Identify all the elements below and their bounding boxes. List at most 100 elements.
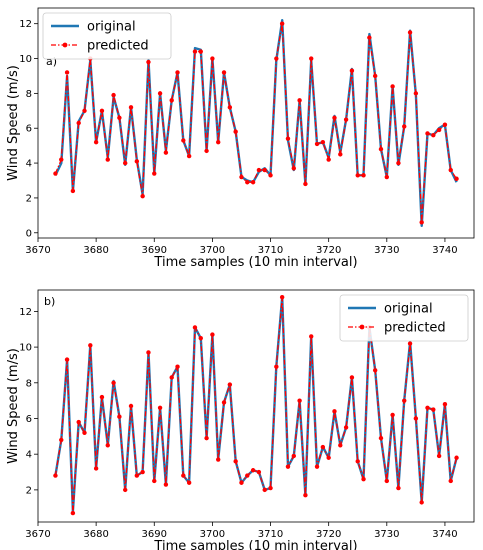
data-point-predicted xyxy=(274,56,279,61)
data-point-predicted xyxy=(390,412,395,418)
data-point-predicted xyxy=(128,105,134,110)
data-point-predicted xyxy=(442,402,448,407)
data-point-predicted xyxy=(88,343,93,348)
data-point-predicted xyxy=(384,478,389,484)
x-tick-label: 3700 xyxy=(200,245,225,256)
data-point-predicted xyxy=(297,398,302,403)
data-point-predicted xyxy=(297,98,302,103)
data-point-predicted xyxy=(233,129,238,134)
x-tick-label: 3740 xyxy=(432,245,457,256)
data-point-predicted xyxy=(425,131,430,136)
data-point-predicted xyxy=(303,181,308,187)
data-point-predicted xyxy=(279,294,285,300)
panel-label: b) xyxy=(44,295,55,308)
data-point-predicted xyxy=(152,171,157,176)
data-point-predicted xyxy=(256,469,262,475)
x-tick-label: 3730 xyxy=(374,245,399,256)
data-point-predicted xyxy=(343,117,349,122)
panel-a-chart: 3670 3680 3690 3700 3710 3720 3730 3740 0 2 4 6 8 10 1… xyxy=(6,7,475,270)
data-point-predicted xyxy=(123,160,128,166)
y-tick-label: 6 xyxy=(26,414,32,425)
data-point-predicted xyxy=(53,171,58,176)
data-point-predicted xyxy=(169,98,174,103)
data-point-predicted xyxy=(128,403,134,409)
data-point-predicted xyxy=(419,220,424,225)
data-point-predicted xyxy=(175,70,180,75)
data-point-predicted xyxy=(309,334,314,339)
data-point-predicted xyxy=(70,188,76,194)
data-point-predicted xyxy=(303,493,308,498)
data-point-predicted xyxy=(216,457,221,462)
data-point-predicted xyxy=(431,407,436,412)
x-tick-label: 3730 xyxy=(374,529,399,540)
data-point-predicted xyxy=(233,459,238,464)
y-tick-label: 2 xyxy=(26,193,32,204)
data-point-predicted xyxy=(454,176,459,181)
data-point-predicted xyxy=(425,405,430,410)
data-point-predicted xyxy=(361,173,366,178)
data-point-predicted xyxy=(163,482,169,487)
data-point-predicted xyxy=(355,459,360,464)
legend-label-original: original xyxy=(384,302,433,317)
legend-box xyxy=(339,294,469,342)
x-tick-label: 3700 xyxy=(200,529,225,540)
x-tick-label: 3690 xyxy=(142,529,167,540)
data-point-predicted xyxy=(390,84,395,89)
data-point-predicted xyxy=(175,364,180,369)
data-point-predicted xyxy=(250,468,256,473)
data-point-predicted xyxy=(186,480,192,485)
data-point-predicted xyxy=(146,350,151,355)
data-point-predicted xyxy=(262,487,267,493)
data-point-predicted xyxy=(332,409,337,414)
data-point-predicted xyxy=(59,437,64,443)
data-point-predicted xyxy=(378,435,384,441)
data-point-predicted xyxy=(82,430,87,435)
x-tick-label: 3740 xyxy=(432,529,457,540)
data-point-predicted xyxy=(396,485,401,491)
data-point-predicted xyxy=(309,56,314,61)
y-tick-label: 12 xyxy=(19,19,32,30)
legend-label-predicted: predicted xyxy=(384,321,446,336)
data-point-predicted xyxy=(372,73,378,79)
data-point-predicted xyxy=(402,398,407,403)
data-point-predicted xyxy=(343,425,349,430)
data-point-predicted xyxy=(210,56,215,61)
data-point-predicted xyxy=(268,485,273,491)
y-tick-label: 12 xyxy=(19,307,32,318)
data-point-predicted xyxy=(163,150,169,155)
series-line-predicted xyxy=(54,23,458,223)
x-tick-label: 3720 xyxy=(316,245,341,256)
data-point-predicted xyxy=(314,141,320,147)
data-point-predicted xyxy=(372,368,378,373)
data-point-predicted xyxy=(338,443,343,448)
data-point-predicted xyxy=(245,473,250,478)
data-point-predicted xyxy=(169,375,174,380)
data-point-predicted xyxy=(239,480,244,485)
data-point-predicted xyxy=(186,153,192,159)
y-tick-label: 4 xyxy=(26,450,32,461)
data-point-predicted xyxy=(117,115,122,120)
data-point-predicted xyxy=(436,453,442,459)
data-point-predicted xyxy=(198,49,203,54)
data-point-predicted xyxy=(326,455,331,460)
data-point-predicted xyxy=(239,174,244,180)
data-point-predicted xyxy=(396,160,401,166)
data-point-predicted xyxy=(413,91,419,96)
data-point-predicted xyxy=(320,139,326,145)
legend-box xyxy=(42,12,172,60)
data-point-predicted xyxy=(105,157,110,162)
data-point-predicted xyxy=(454,455,459,460)
data-point-predicted xyxy=(227,382,233,387)
data-point-predicted xyxy=(99,394,105,400)
data-point-predicted xyxy=(93,139,99,145)
data-point-predicted xyxy=(152,478,157,484)
x-axis-label: Time samples (10 min interval) xyxy=(153,539,357,550)
data-point-predicted xyxy=(407,341,413,346)
data-point-predicted xyxy=(436,127,442,133)
data-point-predicted xyxy=(326,157,331,162)
y-tick-label: 6 xyxy=(26,124,32,135)
data-point-predicted xyxy=(291,453,296,459)
y-tick-label: 0 xyxy=(26,228,32,239)
data-point-predicted xyxy=(111,92,116,98)
